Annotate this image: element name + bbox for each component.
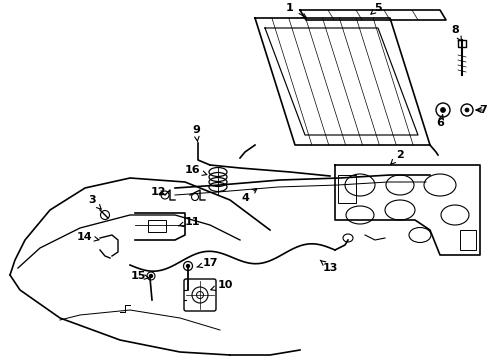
Text: 2: 2 <box>390 150 403 164</box>
Bar <box>459 230 475 250</box>
Text: 17: 17 <box>196 258 217 268</box>
Text: 8: 8 <box>450 25 461 41</box>
Text: 7: 7 <box>475 105 486 115</box>
Ellipse shape <box>464 108 468 112</box>
Text: 4: 4 <box>241 189 256 203</box>
Ellipse shape <box>149 274 152 278</box>
Text: 15: 15 <box>130 271 149 281</box>
Text: 12: 12 <box>150 187 165 197</box>
Text: 11: 11 <box>178 217 199 227</box>
Text: 6: 6 <box>435 115 443 128</box>
Text: 13: 13 <box>320 260 337 273</box>
Text: 10: 10 <box>210 280 232 291</box>
Ellipse shape <box>186 265 189 267</box>
Bar <box>148 220 165 232</box>
Text: 16: 16 <box>185 165 206 175</box>
Text: 5: 5 <box>370 3 381 14</box>
Bar <box>337 175 355 203</box>
Text: 14: 14 <box>77 232 99 242</box>
Ellipse shape <box>440 108 445 113</box>
Text: 1: 1 <box>285 3 306 18</box>
Text: 9: 9 <box>192 125 200 141</box>
Text: 3: 3 <box>88 195 101 209</box>
